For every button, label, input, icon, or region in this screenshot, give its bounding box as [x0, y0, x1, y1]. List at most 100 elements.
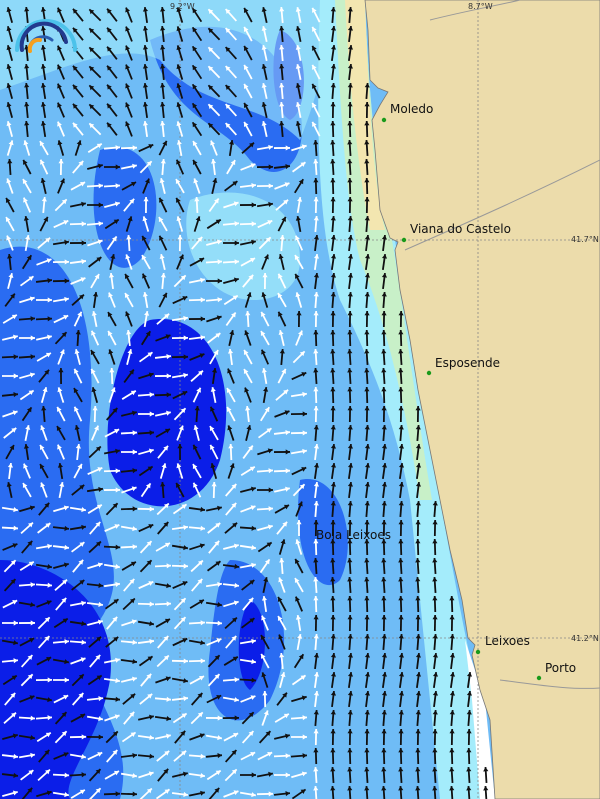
wave-arrow-head	[227, 349, 234, 354]
wave-arrow-head	[132, 506, 137, 512]
wave-arrow-head	[98, 486, 103, 493]
wave-arrow-head	[160, 482, 166, 487]
wave-arrow-head	[261, 615, 266, 621]
wave-arrow-head	[77, 463, 83, 469]
wave-arrow-head	[114, 429, 120, 434]
wave-arrow-head	[245, 311, 251, 316]
wave-arrow-head	[330, 159, 336, 164]
wave-arrow-head	[244, 330, 250, 336]
wave-arrow-head	[183, 678, 188, 684]
wave-arrow-head	[347, 121, 353, 126]
wave-arrow-head	[262, 273, 268, 278]
wave-arrow-head	[268, 487, 273, 493]
wave-arrow-head	[415, 406, 421, 411]
wave-arrow-head	[251, 221, 256, 227]
wave-arrow-head	[364, 577, 370, 582]
wave-arrow-head	[142, 273, 147, 279]
wave-arrow-head	[76, 140, 82, 146]
wave-arrow-head	[176, 121, 182, 127]
wave-arrow-head	[244, 387, 250, 393]
wave-arrow-head	[145, 483, 151, 489]
wave-arrow-head	[330, 140, 336, 145]
wave-arrow-head	[64, 659, 69, 665]
wave-arrow-head	[398, 710, 404, 715]
wave-arrow-head	[313, 577, 319, 582]
wave-arrow-head	[330, 178, 336, 183]
wave-arrow-head	[192, 464, 198, 470]
wave-arrow-head	[199, 733, 205, 739]
wave-arrow-head	[141, 255, 147, 261]
wave-arrow-head	[63, 315, 69, 320]
wave-arrow-head	[330, 596, 336, 601]
wave-arrow-head	[193, 444, 198, 450]
wave-arrow-head	[97, 562, 103, 568]
wave-arrow-head	[23, 140, 29, 146]
wave-arrow-head	[74, 425, 80, 430]
wave-arrow-head	[6, 482, 12, 487]
wave-arrow-head	[302, 430, 307, 436]
wave-arrow-head	[147, 693, 153, 699]
wave-arrow-head	[381, 786, 387, 791]
wave-arrow-head	[347, 786, 353, 791]
wave-arrow-head	[398, 729, 404, 734]
wave-arrow-head	[347, 26, 354, 31]
wave-arrow-head	[466, 729, 472, 734]
wave-arrow-head	[364, 748, 370, 753]
wave-arrow-head	[25, 425, 31, 430]
wave-arrow-head	[148, 581, 154, 586]
wave-arrow-head	[40, 83, 46, 88]
town-marker-esposende	[426, 370, 432, 376]
wave-arrow-head	[166, 696, 171, 702]
wave-arrow-head	[313, 444, 320, 449]
wave-arrow-head	[313, 159, 319, 164]
wave-arrow-head	[330, 786, 336, 791]
wave-arrow-head	[347, 463, 354, 468]
wave-arrow-head	[330, 349, 336, 354]
wave-arrow-head	[29, 296, 35, 302]
wave-arrow-head	[364, 596, 370, 601]
wave-arrow-head	[415, 710, 421, 715]
wave-arrow-head	[279, 653, 285, 658]
place-label-porto: Porto	[545, 661, 577, 675]
wave-arrow-head	[210, 406, 215, 412]
wave-arrow-head	[364, 159, 370, 164]
wave-arrow-head	[267, 448, 273, 454]
wave-arrow-head	[263, 577, 269, 582]
wave-arrow-head	[261, 26, 267, 31]
wave-arrow-head	[279, 558, 285, 563]
wave-arrow-head	[312, 7, 317, 13]
wave-arrow-head	[312, 121, 317, 127]
wave-arrow-head	[149, 734, 154, 741]
wave-arrow-head	[132, 145, 137, 151]
wave-arrow-head	[415, 558, 421, 563]
wave-arrow-head	[312, 102, 317, 108]
wave-arrow-head	[347, 577, 353, 582]
wave-arrow-head	[64, 677, 69, 683]
wave-arrow-head	[449, 767, 455, 772]
wave-arrow-head	[381, 672, 388, 677]
wave-arrow-head	[81, 507, 86, 513]
wave-arrow-head	[347, 672, 354, 677]
wave-arrow-head	[233, 732, 239, 738]
wave-arrow-head	[398, 634, 404, 639]
wave-arrow-head	[132, 544, 137, 550]
wave-arrow-head	[28, 522, 33, 528]
wave-arrow-head	[364, 786, 370, 791]
wave-arrow-head	[226, 388, 232, 394]
wave-arrow-head	[127, 216, 133, 222]
wave-arrow-head	[113, 636, 119, 642]
wave-arrow-head	[364, 330, 370, 335]
wave-arrow-head	[22, 179, 28, 185]
wave-arrow-head	[214, 198, 219, 204]
wave-arrow-head	[381, 292, 387, 297]
wave-arrow-head	[381, 330, 387, 335]
wave-arrow-head	[415, 463, 422, 468]
wave-arrow-head	[64, 239, 69, 245]
wave-arrow-head	[312, 83, 317, 89]
wave-arrow-head	[347, 615, 353, 620]
wave-arrow-head	[364, 710, 370, 715]
wave-arrow-head	[261, 45, 267, 50]
wave-arrow-head	[381, 596, 387, 601]
